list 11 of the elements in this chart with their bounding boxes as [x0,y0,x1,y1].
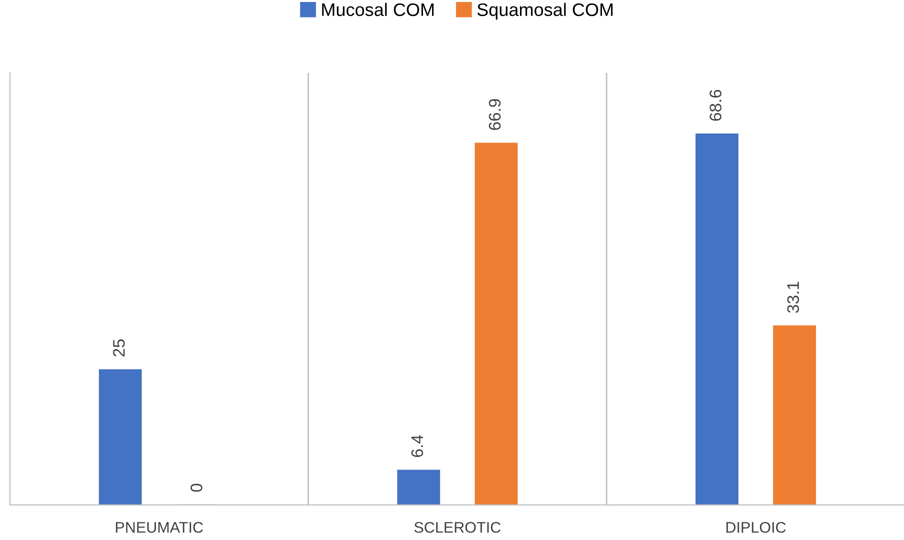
data-label: 0 [190,484,202,492]
x-tick-label: PNEUMATIC [116,522,203,533]
data-label: 6.4 [411,435,424,457]
data-label: 66.9 [488,99,501,130]
legend-label: Squamosal COM [477,2,613,20]
legend-label: Mucosal COM [322,2,434,16]
x-tick-label: DIPLOIC [726,522,786,533]
x-tick-label: SCLEROTIC [414,522,501,533]
data-label: 68.6 [710,90,722,121]
data-label: 33.1 [787,282,799,313]
data-label: 25 [112,339,125,356]
